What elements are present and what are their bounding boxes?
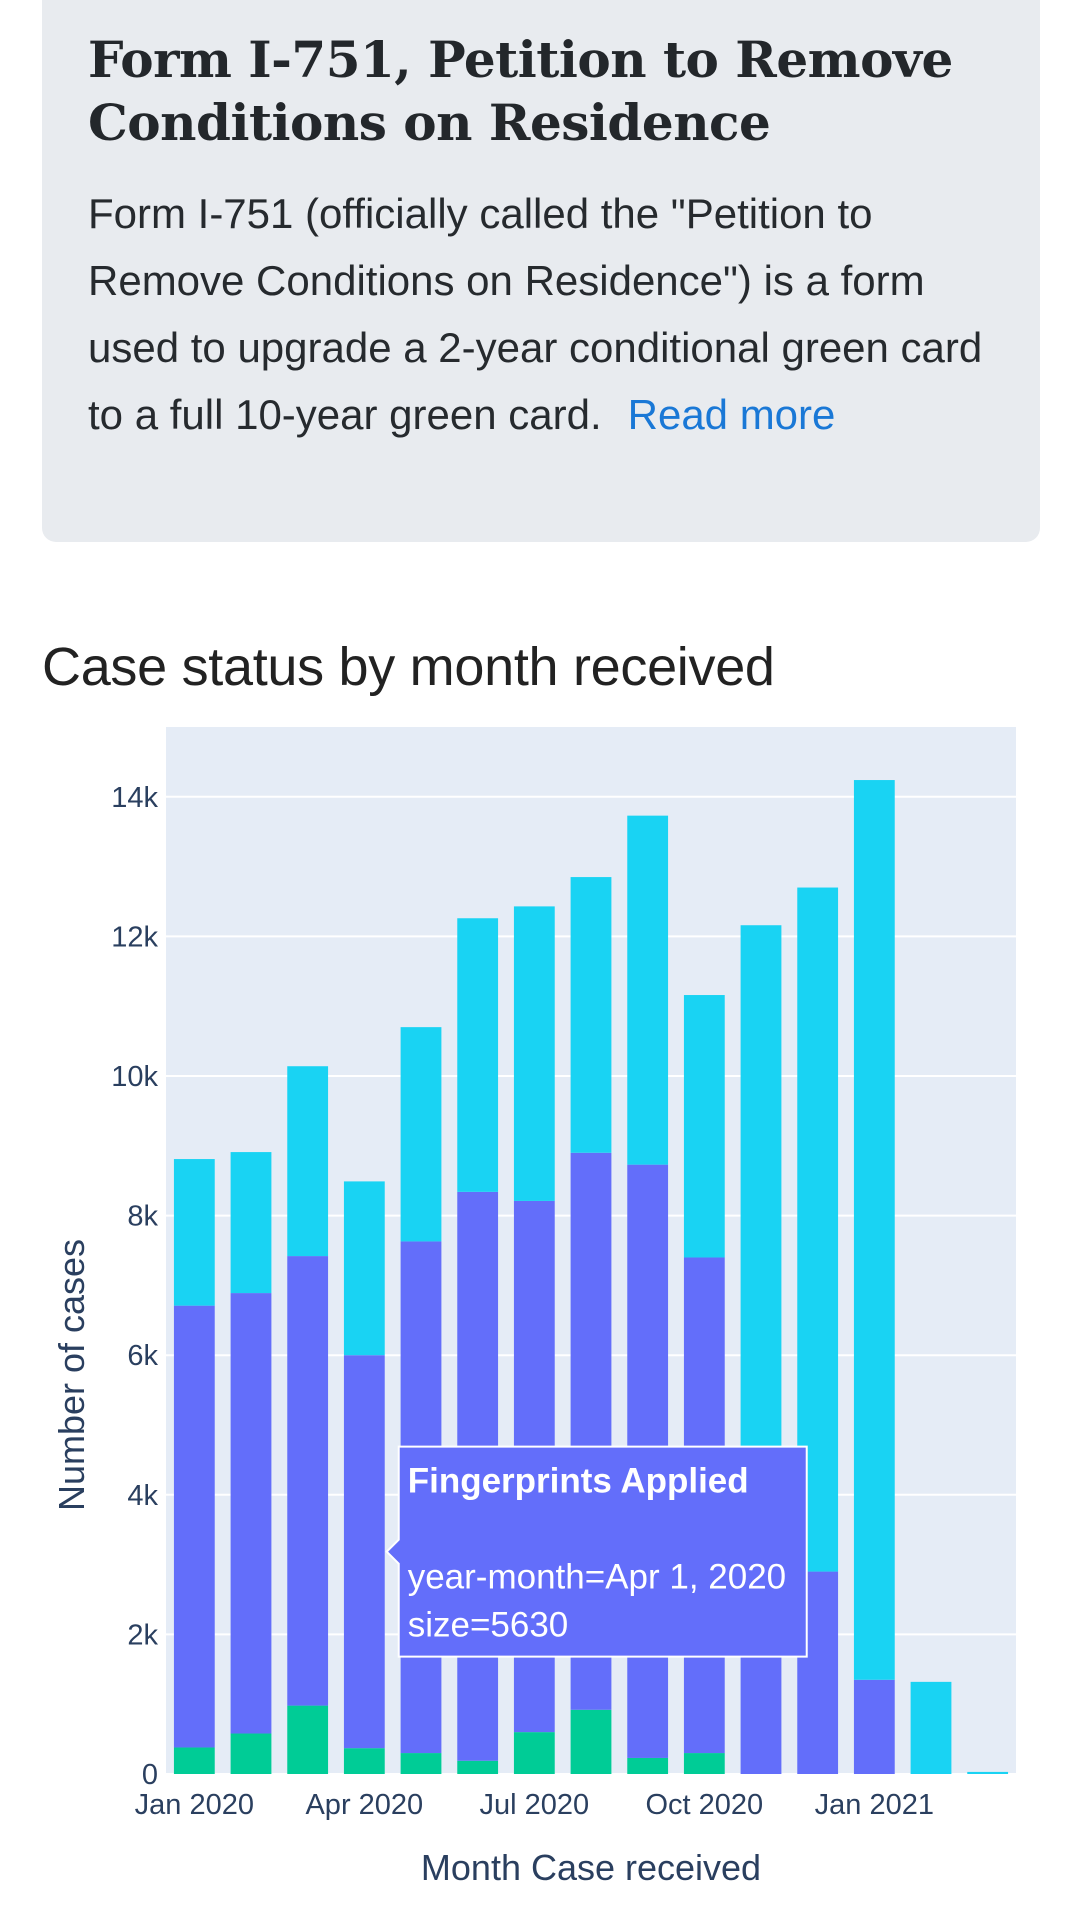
bar-segment[interactable] <box>853 780 895 1680</box>
tooltip-title: Fingerprints Applied <box>408 1462 749 1501</box>
y-tick-label: 10k <box>111 1061 158 1093</box>
x-axis-ticks: Jan 2020 Apr 2020 Jul 2020 Oct 2020 Jan 2021 <box>135 1789 934 1821</box>
bar-segment[interactable] <box>400 1753 442 1774</box>
form-description: Form I-751 (officially called the "Petit… <box>88 180 988 448</box>
x-tick-label: Oct 2020 <box>645 1789 763 1821</box>
bar-segment[interactable] <box>570 877 612 1153</box>
bar-segment[interactable] <box>967 1771 1009 1774</box>
bar-segment[interactable] <box>287 1256 329 1706</box>
y-tick-label: 0 <box>142 1759 158 1791</box>
bar-segment[interactable] <box>343 1748 385 1774</box>
bar-segment[interactable] <box>627 1757 669 1774</box>
bar-segment[interactable] <box>400 1027 442 1242</box>
y-tick-label: 4k <box>127 1480 158 1512</box>
hover-tooltip: Fingerprints Applied year-month=Apr 1, 2… <box>385 1445 808 1658</box>
bar-segment[interactable] <box>343 1181 385 1356</box>
bar-segment[interactable] <box>173 1747 215 1774</box>
bar-segment[interactable] <box>457 1760 499 1774</box>
bar-segment[interactable] <box>230 1293 272 1734</box>
bar-segment[interactable] <box>853 1679 895 1774</box>
y-tick-label: 12k <box>111 921 158 953</box>
y-tick-label: 14k <box>111 782 158 814</box>
y-axis-ticks: 0 2k 4k 6k 8k 10k 12k 14k <box>111 782 158 1791</box>
bar-segment[interactable] <box>173 1159 215 1306</box>
y-tick-label: 8k <box>127 1201 158 1233</box>
tooltip-size: size=5630 <box>408 1606 569 1645</box>
bar-segment[interactable] <box>910 1681 952 1774</box>
bar-segment[interactable] <box>513 906 555 1201</box>
x-tick-label: Apr 2020 <box>305 1789 423 1821</box>
bar-segment[interactable] <box>627 815 669 1165</box>
bar-segment[interactable] <box>740 925 782 1467</box>
bar-segment[interactable] <box>230 1152 272 1294</box>
x-tick-label: Jan 2021 <box>815 1789 934 1821</box>
bar-segment[interactable] <box>457 918 499 1192</box>
bar-segment[interactable] <box>683 1753 725 1774</box>
bar-segment[interactable] <box>570 1709 612 1774</box>
bar-segment[interactable] <box>287 1066 329 1257</box>
tooltip-box <box>385 1445 808 1658</box>
bar-segment[interactable] <box>683 995 725 1258</box>
bar-segment[interactable] <box>287 1705 329 1774</box>
y-tick-label: 2k <box>127 1619 158 1651</box>
y-axis-title: Number of cases <box>51 1239 92 1511</box>
form-info-card: Form I-751, Petition to Remove Condition… <box>42 0 1040 542</box>
chart-section-title: Case status by month received <box>42 637 775 697</box>
read-more-link[interactable]: Read more <box>627 391 836 438</box>
form-description-text: Form I-751 (officially called the "Petit… <box>88 190 983 438</box>
bar-segment[interactable] <box>173 1305 215 1748</box>
x-axis-title: Month Case received <box>421 1847 761 1888</box>
form-title: Form I-751, Petition to Remove Condition… <box>88 30 953 152</box>
x-tick-label: Jul 2020 <box>480 1789 590 1821</box>
y-tick-label: 6k <box>127 1340 158 1372</box>
tooltip-year-month: year-month=Apr 1, 2020 <box>408 1558 786 1597</box>
bar-segment[interactable] <box>230 1733 272 1774</box>
x-tick-label: Jan 2020 <box>135 1789 254 1821</box>
case-status-chart: 0 2k 4k 6k 8k 10k 12k 14k Jan 2020 Apr 2020 Jul 2… <box>51 727 1016 1888</box>
bar-segment[interactable] <box>513 1732 555 1774</box>
bar-segment[interactable] <box>343 1355 385 1749</box>
